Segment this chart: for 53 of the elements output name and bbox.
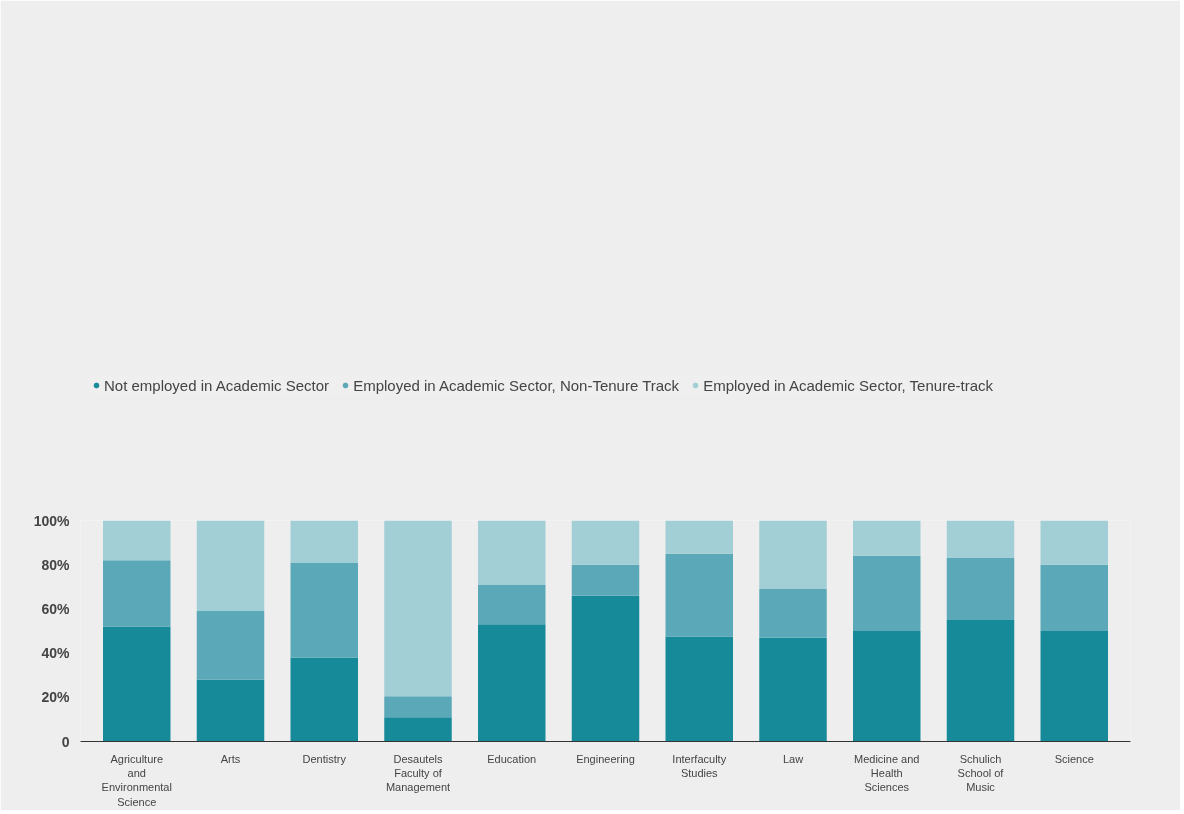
bar [571, 564, 640, 596]
x-tick-label: Engineering [576, 752, 635, 765]
x-tick-label: Law [782, 752, 804, 765]
bar [103, 560, 171, 627]
bar [759, 520, 827, 590]
bar [665, 636, 733, 742]
bar [853, 555, 921, 631]
x-tick-label: Schulich School of Music [957, 752, 1005, 794]
x-tick-label: Arts [220, 752, 241, 765]
bar [478, 624, 546, 742]
legend-label: Not employed in Academic Sector [104, 376, 330, 394]
x-tick-label: Interfaculty Studies [672, 752, 727, 779]
bar [103, 520, 171, 561]
bar [853, 631, 921, 742]
x-tick-label: Science [1054, 752, 1094, 765]
bar [196, 520, 265, 612]
bar [665, 553, 733, 637]
bar [946, 558, 1015, 620]
bar [196, 679, 265, 742]
y-tick-label: 40% [41, 645, 71, 662]
x-tick-label: Medicine and Health Sciences [854, 752, 920, 794]
bar [478, 520, 546, 585]
bar [384, 520, 452, 697]
x-tick-label: Agriculture and Environmental Science [101, 752, 172, 808]
bar [946, 520, 1015, 559]
bar [571, 520, 640, 565]
y-tick-label: 0 [61, 733, 70, 750]
x-tick-label: Education [487, 752, 537, 765]
bar [1040, 631, 1108, 742]
x-tick-label: Desautels Faculty of Management [385, 752, 451, 794]
y-tick-label: 80% [41, 556, 71, 573]
bar [946, 619, 1015, 742]
bar [196, 611, 265, 680]
y-tick-label: 60% [41, 600, 71, 617]
bar [665, 520, 733, 554]
legend-label: Employed in Academic Sector, Tenure-track [703, 376, 993, 394]
bar [290, 562, 358, 658]
bar [1040, 520, 1108, 565]
bar [384, 696, 452, 718]
bar [478, 584, 546, 625]
bar [103, 626, 171, 742]
bar [290, 657, 358, 742]
bar [384, 717, 452, 742]
bar [290, 520, 358, 563]
y-tick-label: 20% [41, 689, 71, 706]
bar [1040, 564, 1108, 631]
y-tick-label: 100% [33, 512, 71, 529]
bar [759, 637, 827, 742]
bar [571, 595, 640, 742]
x-tick-label: Dentistry [302, 752, 347, 765]
bar [759, 589, 827, 638]
bar [853, 520, 921, 556]
legend-label: Employed in Academic Sector, Non-Tenure Track [353, 376, 680, 394]
